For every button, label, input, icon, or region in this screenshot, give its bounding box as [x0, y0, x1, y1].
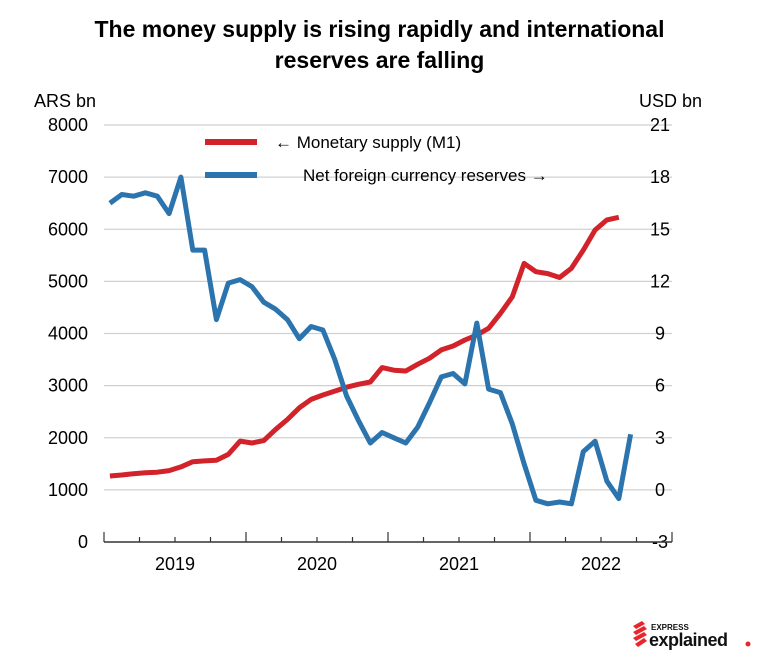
y-left-tick-label: 8000 — [48, 115, 88, 135]
y-left-tick-label: 5000 — [48, 271, 88, 291]
y-left-tick-label: 3000 — [48, 376, 88, 396]
y-right-tick-label: 0 — [655, 480, 665, 500]
y-left-tick-label: 1000 — [48, 480, 88, 500]
y-left-tick-label: 7000 — [48, 167, 88, 187]
y-right-tick-label: 18 — [650, 167, 670, 187]
series-line-monetary-supply — [109, 214, 620, 479]
svg-text:explained: explained — [649, 630, 728, 650]
legend-label: Net foreign currency reserves → — [303, 166, 548, 185]
chart-title-line-1: The money supply is rising rapidly and i… — [94, 16, 665, 42]
svg-text:EXPRESS: EXPRESS — [651, 623, 689, 632]
x-tick-label: 2019 — [155, 554, 195, 574]
x-tick-label: 2020 — [297, 554, 337, 574]
chart-title-line-2: reserves are falling — [274, 47, 485, 73]
y-right-tick-label: 21 — [650, 115, 670, 135]
express-explained-logo: EXPRESS explained — [633, 621, 751, 650]
y-right-tick-label: 12 — [650, 271, 670, 291]
y-right-tick-label: 3 — [655, 428, 665, 448]
y-right-tick-label: 9 — [655, 324, 665, 344]
legend-label: ← Monetary supply (M1) — [275, 133, 461, 152]
y-right-tick-label: 15 — [650, 219, 670, 239]
x-tick-label: 2022 — [581, 554, 621, 574]
y-left-axis-label: ARS bn — [34, 91, 96, 111]
series-line-reserves — [108, 174, 634, 507]
y-left-tick-label: 2000 — [48, 428, 88, 448]
y-left-tick-label: 0 — [78, 532, 88, 552]
y-left-tick-label: 4000 — [48, 324, 88, 344]
y-right-tick-label: 6 — [655, 376, 665, 396]
y-right-axis-label: USD bn — [639, 91, 702, 111]
y-left-tick-label: 6000 — [48, 219, 88, 239]
x-tick-label: 2021 — [439, 554, 479, 574]
